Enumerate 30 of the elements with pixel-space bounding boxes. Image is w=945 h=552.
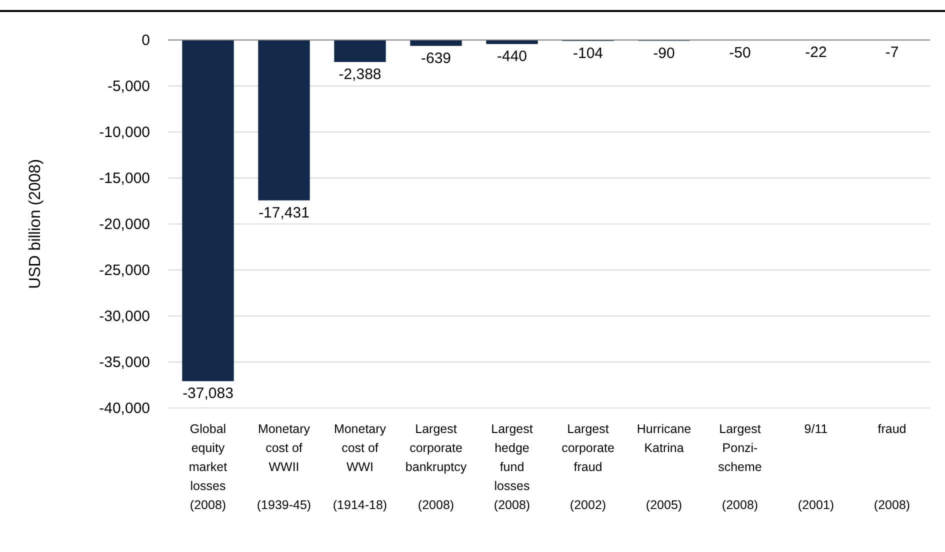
y-tick-label: -25,000	[99, 262, 150, 279]
y-tick-label: -40,000	[99, 400, 150, 417]
category-label: Largest corporate bankruptcy (2008)	[405, 422, 467, 512]
data-label: -440	[496, 48, 528, 66]
data-label: -17,431	[258, 204, 310, 222]
category-label: fraud (2008)	[874, 422, 910, 512]
y-tick-label: -30,000	[99, 308, 150, 325]
data-label: -50	[729, 44, 751, 62]
y-tick-label: -20,000	[99, 216, 150, 233]
category-label: 9/11 (2001)	[798, 422, 834, 512]
y-tick-label: -15,000	[99, 170, 150, 187]
data-label: -90	[653, 44, 675, 62]
y-tick-label: -10,000	[99, 124, 150, 141]
data-label: -37,083	[182, 385, 234, 402]
data-label: -7	[885, 44, 899, 62]
y-tick-label: 0	[142, 32, 150, 49]
x-tick-label: Largest hedge fund losses (2008)	[491, 422, 534, 512]
category-label: Largest Ponzi- scheme (2008)	[718, 422, 762, 512]
data-label: -22	[805, 44, 827, 62]
category-label: Largest corporate fraud (2002)	[562, 422, 614, 512]
data-label: -104	[572, 44, 604, 62]
category-label: Monetary cost of WWI (1914-18)	[332, 422, 388, 512]
category-label: Monetary cost of WWII (1939-45)	[256, 422, 312, 512]
category-label: Hurricane Katrina (2005)	[636, 422, 692, 512]
data-label: -639	[420, 50, 452, 67]
x-tick-label: Global equity market losses (2008)	[188, 422, 228, 512]
y-tick-label: -5,000	[107, 78, 150, 95]
data-label: -2,388	[338, 66, 382, 83]
y-axis-title: USD billion (2008)	[27, 159, 44, 289]
y-tick-label: -35,000	[99, 354, 150, 371]
